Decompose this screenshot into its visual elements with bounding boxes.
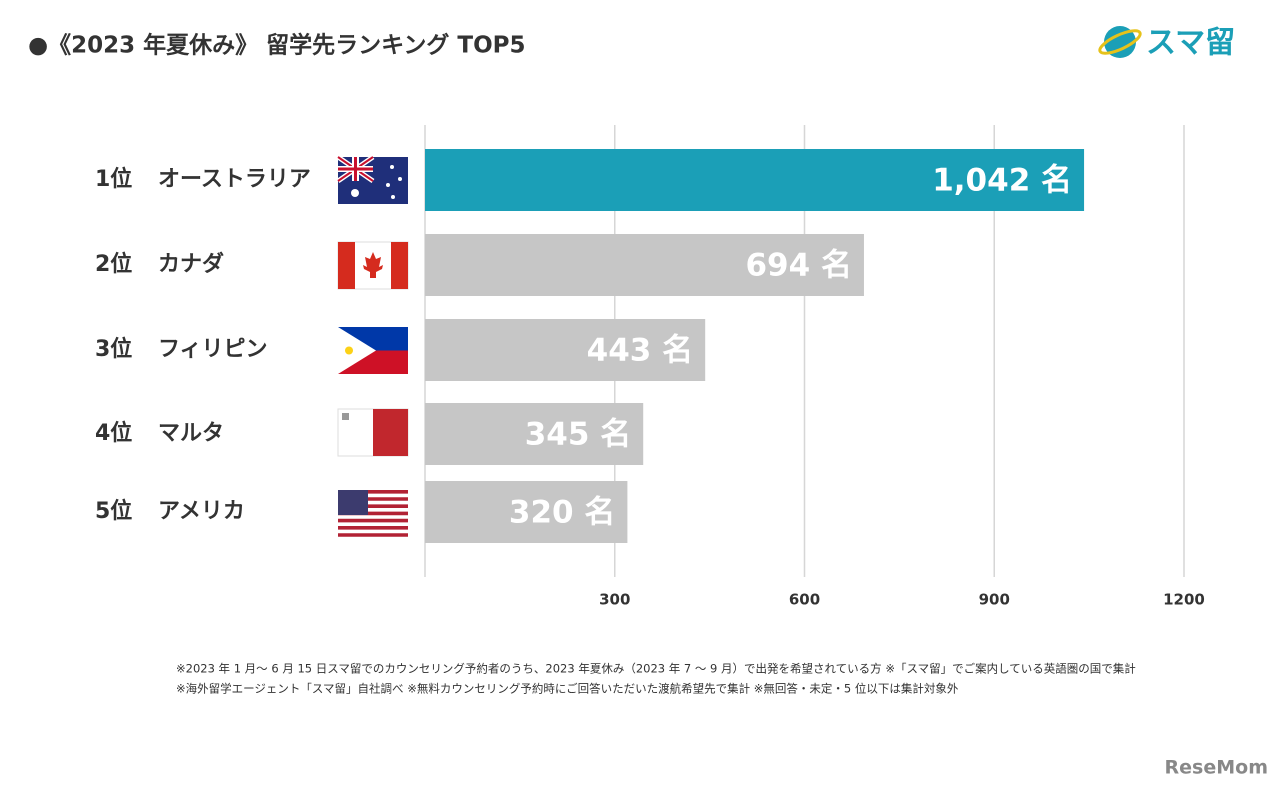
logo-text: スマ留 bbox=[1146, 26, 1235, 61]
flags bbox=[336, 154, 409, 537]
rank-label: 1位 bbox=[95, 166, 132, 192]
x-tick-label: 1200 bbox=[1163, 591, 1205, 609]
value-label: 694 名 bbox=[745, 248, 852, 284]
value-label: 1,042 名 bbox=[932, 163, 1072, 199]
flag-malta bbox=[337, 408, 409, 457]
bar bbox=[425, 481, 628, 543]
value-label: 443 名 bbox=[587, 333, 694, 369]
bar bbox=[425, 234, 864, 296]
y-tick-label: オーストラリア bbox=[158, 167, 311, 192]
chart-title: ●《2023 年夏休み》 留学先ランキング TOP5 bbox=[28, 32, 526, 59]
rank-label: 4位 bbox=[95, 420, 132, 446]
rank-label: 3位 bbox=[95, 336, 132, 362]
y-tick-label: カナダ bbox=[158, 251, 224, 277]
rank-label: 5位 bbox=[95, 498, 132, 524]
flag-philippines bbox=[338, 327, 408, 374]
rank-label: 2位 bbox=[95, 251, 132, 277]
y-tick-label: アメリカ bbox=[158, 499, 245, 524]
y-tick-label: フィリピン bbox=[158, 337, 268, 362]
footnote: ※海外留学エージェント「スマ留」自社調べ ※無料カウンセリング予約時にご回答いた… bbox=[176, 682, 959, 696]
x-tick-label: 900 bbox=[979, 591, 1010, 609]
bar bbox=[425, 319, 706, 381]
value-label: 320 名 bbox=[509, 495, 616, 531]
flag-usa bbox=[338, 490, 408, 537]
bar bbox=[425, 403, 644, 465]
value-label: 345 名 bbox=[525, 417, 632, 453]
y-tick-label: マルタ bbox=[158, 421, 224, 446]
watermark: ReseMom bbox=[1165, 757, 1268, 779]
x-tick-label: 600 bbox=[789, 591, 820, 609]
flag-canada bbox=[337, 241, 409, 290]
x-tick-label: 300 bbox=[599, 591, 630, 609]
logo-icon bbox=[1104, 26, 1136, 58]
logo-ring bbox=[1098, 29, 1142, 55]
flag-australia bbox=[336, 154, 408, 204]
bar bbox=[425, 149, 1085, 211]
footnote: ※2023 年 1 月〜 6 月 15 日スマ留でのカウンセリング予約者のうち、… bbox=[176, 662, 1136, 676]
